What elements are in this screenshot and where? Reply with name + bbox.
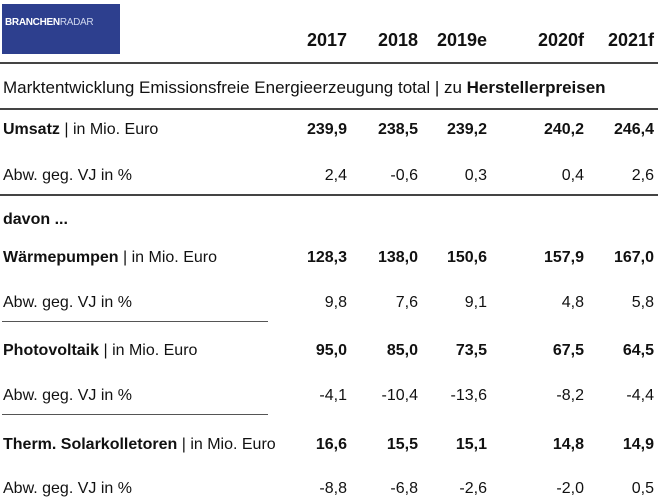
row-name: Umsatz xyxy=(3,121,60,138)
value-waermepumpen-change-2021f: 5,8 xyxy=(631,294,654,311)
year-header-2020f: 2020f xyxy=(537,30,584,50)
section-divider-2 xyxy=(2,414,268,415)
value-photovoltaik-change-2018: -10,4 xyxy=(381,387,418,404)
value-photovoltaik-2017: 95,0 xyxy=(315,342,347,359)
value-waermepumpen-change-2018: 7,6 xyxy=(395,294,418,311)
subtitle-prefix: Marktentwicklung Emissionsfreie Energiee… xyxy=(3,78,467,97)
table-subtitle: Marktentwicklung Emissionsfreie Energiee… xyxy=(3,78,606,98)
row-label-photovoltaik: Photovoltaik | in Mio. Euro xyxy=(3,342,197,360)
year-header-2019e: 2019e xyxy=(436,30,487,50)
value-solarkolletoren-change-2017: -8,8 xyxy=(319,480,347,497)
row-label-solarkolletoren: Therm. Solarkolletoren | in Mio. Euro xyxy=(3,436,276,454)
value-umsatz-change-2021f: 2,6 xyxy=(631,167,654,184)
value-waermepumpen-change-2020f: 4,8 xyxy=(561,294,584,311)
value-waermepumpen-change-2017: 9,8 xyxy=(324,294,347,311)
davon-label: davon ... xyxy=(3,211,68,228)
value-umsatz-2021f: 246,4 xyxy=(613,121,654,138)
subtitle-emphasis: Herstellerpreisen xyxy=(466,78,606,97)
value-solarkolletoren-change-2021f: 0,5 xyxy=(631,480,654,497)
row-unit: | in Mio. Euro xyxy=(118,249,217,266)
year-header-2021f: 2021f xyxy=(607,30,654,50)
value-photovoltaik-2021f: 64,5 xyxy=(622,342,654,359)
row-name: Wärmepumpen xyxy=(3,249,119,266)
row-label-umsatz-change: Abw. geg. VJ in % xyxy=(3,167,132,184)
value-photovoltaik-2019e: 73,5 xyxy=(455,342,487,359)
value-waermepumpen-change-2019e: 9,1 xyxy=(464,294,487,311)
row-unit: | in Mio. Euro xyxy=(177,436,276,453)
value-waermepumpen-2020f: 157,9 xyxy=(543,249,584,266)
value-umsatz-change-2019e: 0,3 xyxy=(464,167,487,184)
value-photovoltaik-2018: 85,0 xyxy=(386,342,418,359)
header-divider xyxy=(0,62,658,64)
logo-part1: BRANCHEN xyxy=(5,17,60,28)
value-photovoltaik-change-2019e: -13,6 xyxy=(450,387,487,404)
value-umsatz-2017: 239,9 xyxy=(306,121,347,138)
row-name: Therm. Solarkolletoren xyxy=(3,436,178,453)
subtitle-divider xyxy=(0,108,658,110)
value-umsatz-change-2020f: 0,4 xyxy=(561,167,584,184)
value-solarkolletoren-2020f: 14,8 xyxy=(552,436,584,453)
value-umsatz-change-2018: -0,6 xyxy=(390,167,418,184)
row-name: Photovoltaik xyxy=(3,342,100,359)
value-solarkolletoren-change-2020f: -2,0 xyxy=(556,480,584,497)
value-umsatz-change-2017: 2,4 xyxy=(324,167,347,184)
brancheradar-logo: BRANCHENRADAR xyxy=(2,4,120,54)
row-label-umsatz: Umsatz | in Mio. Euro xyxy=(3,121,158,139)
logo-part2: RADAR xyxy=(59,17,94,28)
value-waermepumpen-2021f: 167,0 xyxy=(613,249,654,266)
row-label-solarkolletoren-change: Abw. geg. VJ in % xyxy=(3,480,132,497)
year-header-2018: 2018 xyxy=(377,30,418,50)
value-umsatz-2020f: 240,2 xyxy=(543,121,584,138)
value-photovoltaik-change-2017: -4,1 xyxy=(319,387,347,404)
year-header-2017: 2017 xyxy=(306,30,347,50)
value-solarkolletoren-2018: 15,5 xyxy=(386,436,418,453)
value-waermepumpen-2018: 138,0 xyxy=(377,249,418,266)
value-solarkolletoren-2017: 16,6 xyxy=(315,436,347,453)
value-umsatz-2019e: 239,2 xyxy=(446,121,487,138)
value-photovoltaik-2020f: 67,5 xyxy=(552,342,584,359)
value-solarkolletoren-change-2018: -6,8 xyxy=(390,480,418,497)
value-waermepumpen-2017: 128,3 xyxy=(306,249,347,266)
value-solarkolletoren-change-2019e: -2,6 xyxy=(459,480,487,497)
value-umsatz-2018: 238,5 xyxy=(377,121,418,138)
value-photovoltaik-change-2021f: -4,4 xyxy=(626,387,654,404)
row-label-waermepumpen-change: Abw. geg. VJ in % xyxy=(3,294,132,311)
value-solarkolletoren-2019e: 15,1 xyxy=(455,436,487,453)
value-solarkolletoren-2021f: 14,9 xyxy=(622,436,654,453)
value-waermepumpen-2019e: 150,6 xyxy=(446,249,487,266)
row-unit: | in Mio. Euro xyxy=(59,121,159,138)
value-photovoltaik-change-2020f: -8,2 xyxy=(556,387,584,404)
row-unit: | in Mio. Euro xyxy=(99,342,198,359)
row-label-photovoltaik-change: Abw. geg. VJ in % xyxy=(3,387,132,404)
row-label-waermepumpen: Wärmepumpen | in Mio. Euro xyxy=(3,249,217,267)
total-divider xyxy=(0,194,658,196)
section-divider-1 xyxy=(2,321,268,322)
